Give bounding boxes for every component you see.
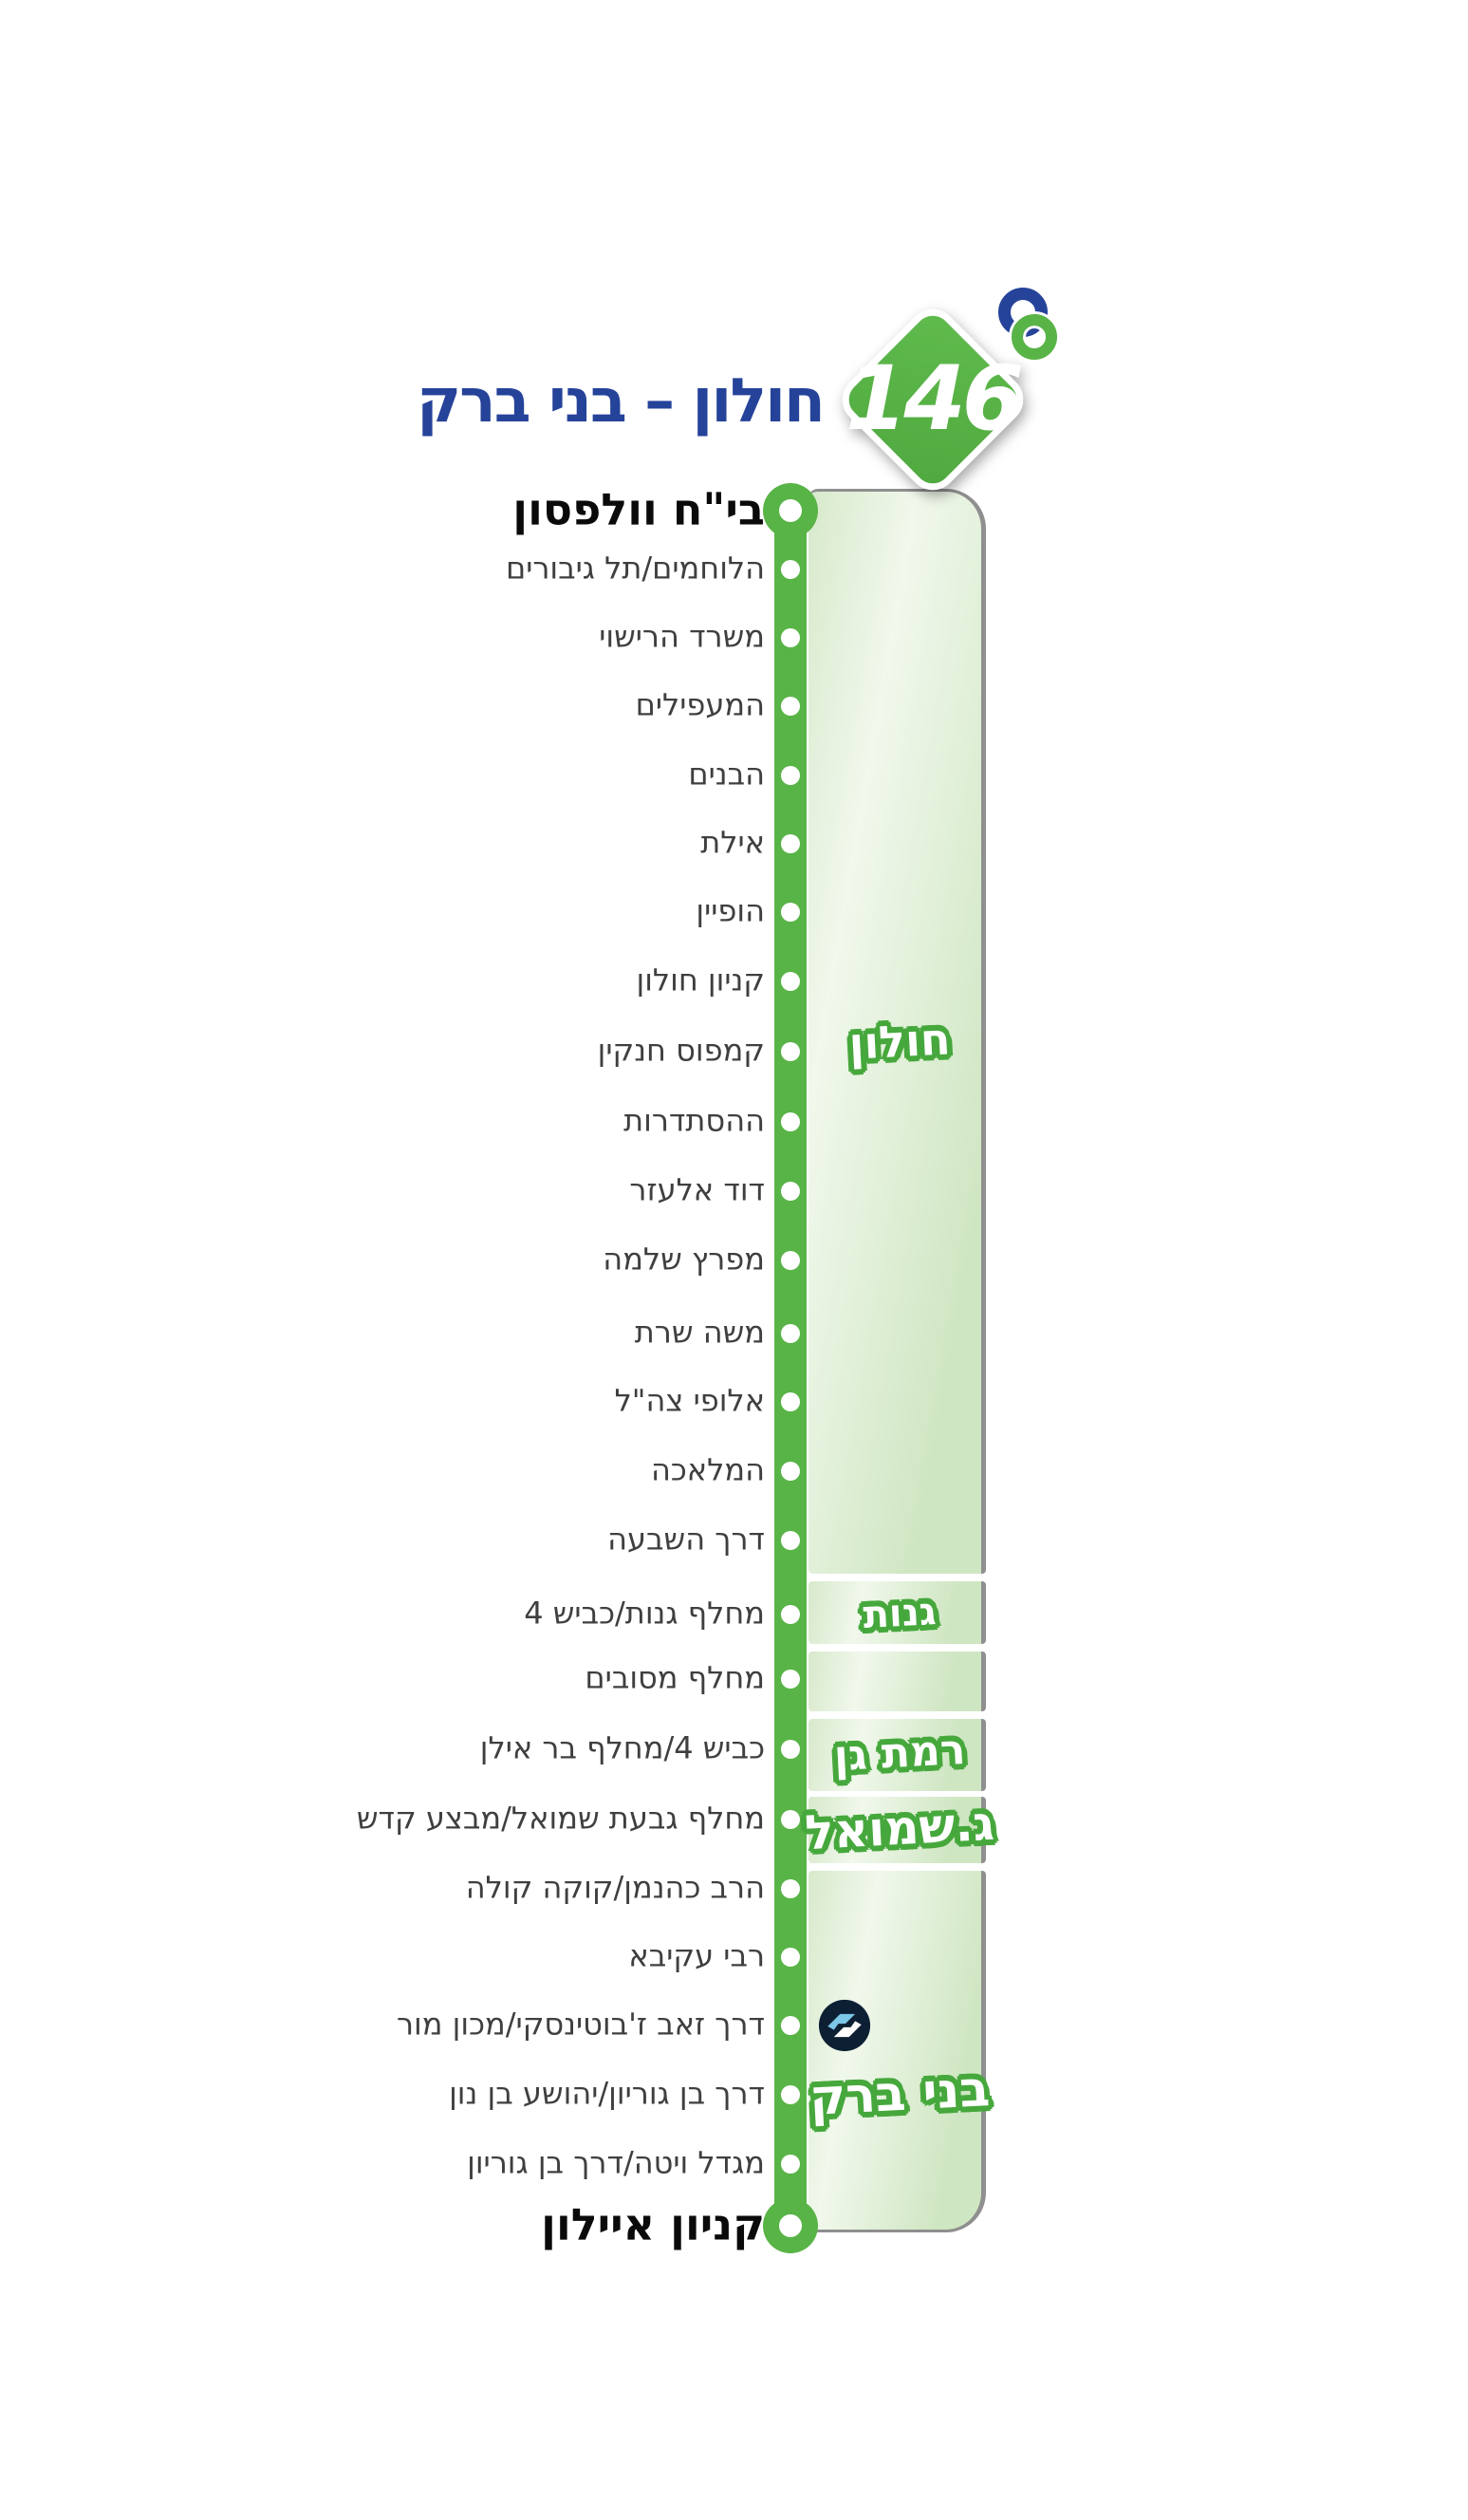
- stop-dot: [781, 1324, 800, 1343]
- region-panel-3: [808, 1719, 986, 1791]
- route-number-diamond: 146: [831, 298, 1034, 501]
- stop-dot: [781, 1042, 800, 1061]
- stop-label: הבנים: [688, 756, 765, 793]
- stop-label: בי"ח וולפסון: [512, 483, 765, 535]
- region-panel-2: [808, 1652, 986, 1711]
- stop-label: מחלף גנות/כביש 4: [524, 1595, 765, 1632]
- stop-dot: [781, 1531, 800, 1550]
- stop-dot: [781, 1605, 800, 1624]
- stop-dot: [781, 903, 800, 922]
- region-panel-4: [808, 1797, 986, 1863]
- region-panel-1: [808, 1581, 986, 1644]
- stop-label: דוד אלעזר: [629, 1171, 765, 1208]
- region-panel-0: [808, 489, 986, 1574]
- stop-dot: [781, 2085, 800, 2104]
- logo-ring-green-icon: [1012, 314, 1057, 360]
- stop-dot: [781, 1948, 800, 1967]
- light-rail-icon: [818, 1999, 871, 2052]
- stop-dot: [781, 2016, 800, 2035]
- stop-label: קמפוס חנקין: [597, 1032, 765, 1069]
- stop-label: הרב כהנמן/קוקה קולה: [465, 1869, 765, 1906]
- stop-label: ההסתדרות: [623, 1102, 765, 1139]
- stop-label: דרך השבעה: [607, 1521, 765, 1558]
- stop-label: דרך בן גוריון/יהושע בן נון: [449, 2075, 765, 2112]
- stop-dot: [781, 560, 800, 579]
- region-label: חולון: [847, 1013, 952, 1070]
- stop-dot: [781, 1879, 800, 1898]
- stop-dot: [781, 1251, 800, 1270]
- route-line: [774, 511, 807, 2226]
- stop-dot: [781, 1810, 800, 1829]
- stop-label: הלוחמים/תל גיבורים: [505, 550, 765, 587]
- stop-dot: [781, 2155, 800, 2174]
- terminal-ring: [763, 483, 818, 538]
- region-label: רמת גן: [832, 1725, 967, 1782]
- stop-label: מפרץ שלמה: [603, 1241, 765, 1278]
- stop-label: כביש 4/מחלף בר אילן: [479, 1729, 765, 1766]
- stop-label: מחלף מסובים: [585, 1659, 765, 1696]
- stop-dot: [781, 1462, 800, 1481]
- stop-dot: [781, 1392, 800, 1411]
- stop-dot: [781, 628, 800, 647]
- stop-label: אילת: [700, 824, 765, 861]
- terminal-ring: [763, 2198, 818, 2253]
- region-panel-5: [808, 1871, 986, 2232]
- stop-dot: [781, 1112, 800, 1131]
- stop-label: קניון חולון: [636, 961, 765, 999]
- stop-label: מגדל ויטה/דרך בן גוריון: [467, 2144, 765, 2181]
- stop-label: המלאכה: [650, 1451, 765, 1488]
- stop-label: רבי עקיבא: [628, 1937, 765, 1974]
- region-label: בני ברק: [808, 2061, 992, 2127]
- stop-label: הופיין: [696, 892, 765, 929]
- stop-dot: [781, 1182, 800, 1201]
- stop-dot: [781, 834, 800, 853]
- stop-dot: [781, 766, 800, 785]
- stop-label: דרך זאב ז'בוטינסקי/מכון מור: [396, 2006, 765, 2043]
- route-title: חולון – בני ברק: [417, 366, 826, 437]
- stop-label: משרד הרישוי: [599, 618, 765, 655]
- region-label: גנות: [862, 1590, 938, 1637]
- route-number-badge: 146: [831, 298, 1034, 501]
- stop-label: המעפילים: [635, 686, 765, 723]
- region-label: ג.שמואל: [803, 1795, 996, 1861]
- stop-label: אלופי צה"ל: [614, 1382, 765, 1419]
- stop-dot: [781, 1670, 800, 1689]
- stop-label: קניון איילון: [541, 2198, 765, 2250]
- stop-label: מחלף גבעת שמואל/מבצע קדש: [356, 1800, 765, 1837]
- stop-dot: [781, 1740, 800, 1759]
- route-number: 146: [845, 347, 1021, 451]
- stop-label: משה שרת: [634, 1314, 765, 1351]
- stop-dot: [781, 972, 800, 991]
- stop-dot: [781, 697, 800, 716]
